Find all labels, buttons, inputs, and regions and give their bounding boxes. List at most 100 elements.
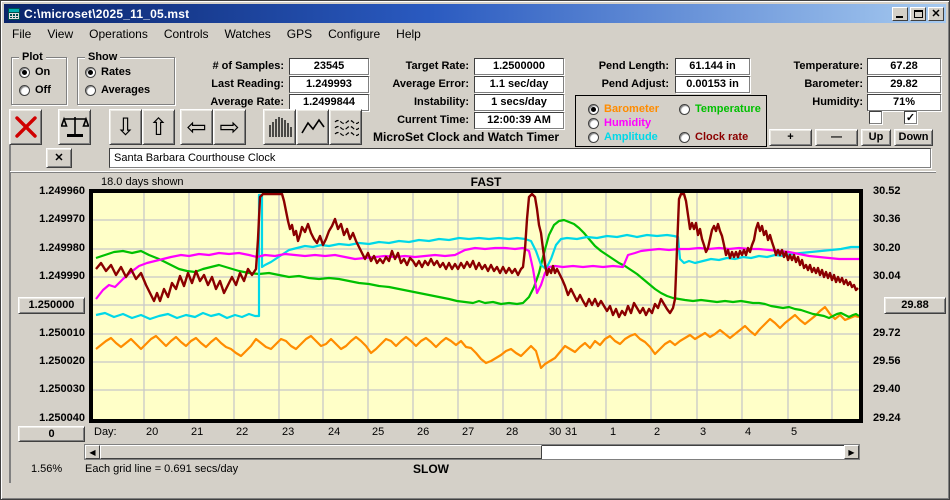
series-amplitude [95, 193, 859, 321]
humidity-value: 71% [867, 94, 941, 111]
minimize-button[interactable] [892, 6, 908, 21]
menu-item-configure[interactable]: Configure [328, 27, 381, 41]
close-button[interactable]: ✕ [928, 6, 944, 21]
rate-chart[interactable] [89, 189, 863, 423]
toolbar-shift-up-button[interactable]: ⇧ [142, 109, 175, 145]
toolbar-histogram-button[interactable] [263, 109, 296, 145]
plus-button[interactable]: + [769, 129, 812, 146]
y-right-tick: 30.20 [873, 242, 901, 254]
plot-border [89, 189, 863, 423]
app-icon [8, 7, 20, 20]
left-arrow-icon: ⇦ [186, 113, 207, 141]
humidity-label: Humidity: [812, 96, 863, 108]
minimize-icon [896, 15, 903, 18]
zero-button[interactable]: 0 [18, 426, 85, 442]
current-time-value: 12:00:39 AM [474, 112, 564, 129]
plot-group-label: Plot [19, 51, 46, 63]
toolbar-shift-down-button[interactable]: ⇩ [109, 109, 142, 145]
scroll-right-arrow[interactable]: ▶ [844, 445, 859, 459]
right-arrow-icon: ⇨ [219, 113, 240, 141]
radio-clock-rate[interactable]: Clock rate [679, 131, 748, 143]
clock-name-input[interactable] [109, 148, 931, 168]
toolbar-waves-button[interactable] [329, 109, 362, 145]
day-tick: 3 [700, 426, 707, 438]
target-rate-label: Target Rate: [405, 60, 469, 72]
radio-temperature[interactable]: Temperature [679, 103, 761, 115]
zoom-percent-label: 1.56% [31, 463, 63, 475]
y-left-tick: 1.250040 [39, 412, 85, 424]
pend-length-value: 61.144 in [675, 58, 750, 75]
y-left-tick: 1.249970 [39, 213, 85, 225]
radio-humidity[interactable]: Humidity [588, 117, 651, 129]
scroll-left-arrow[interactable]: ◀ [85, 445, 100, 459]
y-right-tick: 29.24 [873, 412, 901, 424]
horizontal-scrollbar[interactable]: ◀ ▶ [84, 444, 860, 460]
checkbox-1[interactable] [869, 111, 882, 124]
toolbar-shift-right-button[interactable]: ⇨ [213, 109, 246, 145]
temperature-value: 67.28 [867, 58, 941, 75]
plot-background [89, 189, 863, 423]
toolbar-balance-button[interactable] [58, 109, 91, 145]
day-tick: 20 [146, 426, 159, 438]
left-center-value-button[interactable]: 1.250000 [18, 297, 85, 314]
radio-plot-off[interactable]: Off [19, 84, 51, 96]
up-button[interactable]: Up [861, 129, 891, 146]
radio-icon [19, 66, 30, 78]
menu-item-operations[interactable]: Operations [89, 27, 148, 41]
day-tick: 27 [462, 426, 475, 438]
last-reading-value: 1.249993 [289, 76, 369, 93]
title-bar[interactable]: C:\microset\2025_11_05.mst ✕ [4, 4, 946, 23]
radio-show-averages[interactable]: Averages [85, 84, 150, 96]
checkbox-2[interactable] [904, 111, 917, 124]
menu-item-file[interactable]: File [12, 27, 32, 41]
menu-item-view[interactable]: View [47, 27, 74, 41]
close-icon: ✕ [931, 7, 941, 20]
day-tick: 1 [610, 426, 617, 438]
radio-show-rates[interactable]: Rates [85, 66, 131, 78]
average-error-label: Average Error: [392, 78, 469, 90]
temperature-label: Temperature: [793, 60, 863, 72]
average-rate-label: Average Rate: [210, 96, 284, 108]
down-button[interactable]: Down [894, 129, 933, 146]
y-right-tick: 30.04 [873, 270, 901, 282]
zigzag-line-icon [300, 118, 325, 134]
right-center-value-button[interactable]: 29.88 [884, 297, 946, 314]
menu-item-watches[interactable]: Watches [224, 27, 271, 41]
menu-item-controls[interactable]: Controls [163, 27, 209, 41]
minus-button[interactable]: — [815, 129, 858, 146]
day-tick: 4 [745, 426, 752, 438]
radio-icon [85, 84, 96, 96]
target-rate-value: 1.2500000 [474, 58, 564, 75]
toolbar-line-plot-button[interactable] [296, 109, 329, 145]
day-tick: 21 [191, 426, 204, 438]
day-tick: 22 [236, 426, 249, 438]
scrollbar-thumb[interactable] [100, 445, 542, 459]
menu-item-help[interactable]: Help [396, 27, 421, 41]
y-left-tick: 1.249960 [39, 185, 85, 197]
day-tick: 23 [282, 426, 295, 438]
radio-icon [19, 84, 30, 96]
y-right-tick: 29.56 [873, 355, 901, 367]
radio-barometer[interactable]: Barometer [588, 103, 659, 115]
radio-amplitude[interactable]: Amplitude [588, 131, 658, 143]
toolbar-shift-left-button[interactable]: ⇦ [180, 109, 213, 145]
y-right-tick: 29.72 [873, 327, 901, 339]
wavy-lines-icon [334, 119, 359, 137]
y-left-tick: 1.250030 [39, 383, 85, 395]
maximize-button[interactable] [910, 6, 926, 21]
series-humidity [95, 246, 859, 300]
toolbar-clear-button[interactable] [9, 109, 42, 145]
radio-icon [588, 103, 599, 115]
day-tick: 26 [417, 426, 430, 438]
barometer-value: 29.82 [867, 76, 941, 93]
radio-plot-on[interactable]: On [19, 66, 50, 78]
y-left-tick: 1.250020 [39, 355, 85, 367]
menu-item-gps[interactable]: GPS [286, 27, 313, 41]
grid-note-label: Each grid line = 0.691 secs/day [85, 463, 239, 475]
clear-name-button[interactable]: ✕ [46, 148, 72, 168]
samples-value: 23545 [289, 58, 369, 75]
y-right-tick: 29.40 [873, 383, 901, 395]
window-title: C:\microset\2025_11_05.mst [24, 6, 190, 21]
series-barometer [95, 305, 860, 370]
